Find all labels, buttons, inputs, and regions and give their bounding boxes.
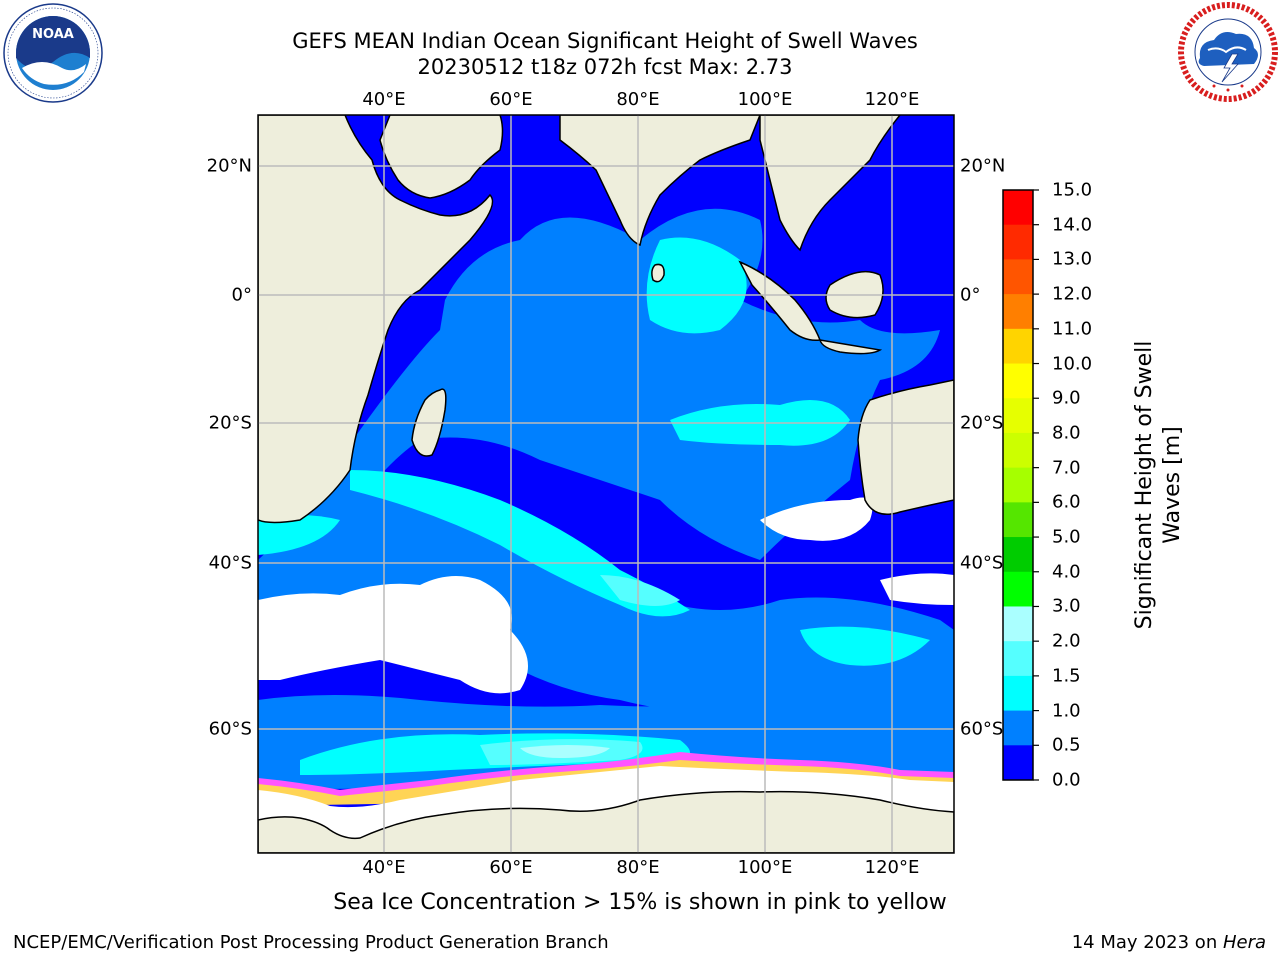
swell-band-0.5-1.0 [300,208,940,590]
colorbar-segment [1003,641,1033,677]
land-australia [857,379,954,515]
lat-label-left: 40°S [208,552,252,574]
colorbar-segment [1003,467,1033,503]
ice-caption: Sea Ice Concentration > 15% is shown in … [333,890,947,915]
masked-area [880,573,954,605]
colorbar-tick-label: 10.0 [1052,353,1093,375]
map-frame [257,114,955,854]
masked-area [760,497,873,541]
noaa-logo: NOAA [3,3,103,103]
colorbar-tick-label: 11.0 [1052,318,1093,340]
lon-label-top: 80°E [616,89,660,110]
lat-label-right: 0° [960,284,981,306]
lon-label-bottom: 120°E [864,857,920,878]
colorbar-tick-label: 0.0 [1052,769,1081,791]
colorbar-segment [1003,502,1033,538]
lat-label-left: 20°N [206,155,252,177]
lat-label-right: 20°S [960,412,1004,434]
lat-label-left: 20°S [208,412,252,434]
colorbar-segment [1003,537,1033,573]
land-antarctica [258,790,954,853]
colorbar-tick-label: 13.0 [1052,248,1093,270]
colorbar-tick-label: 6.0 [1052,491,1081,513]
colorbar-frame [1002,189,1034,781]
colorbar-tick-label: 1.0 [1052,700,1081,722]
land-indochina [759,115,901,252]
land-india [559,115,761,247]
colorbar-segment [1003,294,1033,330]
colorbar-segment [1003,675,1033,712]
nws-logo [1178,2,1278,102]
footer-date: 14 May 2023 on Hera [1072,932,1266,953]
lon-label-top: 40°E [362,89,406,110]
footer-host: Hera [1222,932,1266,953]
colorbar-segment [1003,398,1033,434]
masked-area [258,576,528,694]
lon-label-top: 120°E [864,89,920,110]
colorbar-tick-label: 4.0 [1052,561,1081,583]
colorbar-segment [1003,224,1033,260]
colorbar-tick-label: 0.5 [1052,734,1081,756]
lat-label-left: 0° [231,284,252,306]
swell-band-1.0-1.5 [646,237,747,334]
colorbar-tick-label: 7.0 [1052,457,1081,479]
lon-label-bottom: 40°E [362,857,406,878]
swell-band-1.0-1.5 [800,626,930,666]
lon-label-top: 60°E [489,89,533,110]
colorbar-tick-label: 14.0 [1052,214,1093,236]
colorbar-tick-label: 12.0 [1052,283,1093,305]
land [258,115,954,853]
colorbar-tick-label: 8.0 [1052,422,1081,444]
colorbar-tick-label: 9.0 [1052,387,1081,409]
lon-label-bottom: 80°E [616,857,660,878]
colorbar-segment [1003,432,1033,469]
colorbar-tick-label: 1.5 [1052,665,1081,687]
colorbar [1002,189,1039,781]
lat-label-right: 40°S [960,552,1004,574]
colorbar-segment [1003,606,1033,642]
lat-label-right: 60°S [960,718,1004,740]
land-java [818,339,883,355]
colorbar-segment [1003,710,1033,746]
lat-label-right: 20°N [960,155,1006,177]
colorbar-segment [1003,190,1033,226]
colorbar-segment [1003,328,1033,365]
colorbar-tick-label: 3.0 [1052,595,1081,617]
lon-label-bottom: 60°E [489,857,533,878]
chart-subtitle: 20230512 t18z 072h fcst Max: 2.73 [417,55,793,79]
land-africa [258,115,494,524]
swell-band-1.0-1.5 [258,515,340,555]
colorbar-segment [1003,745,1033,781]
colorbar-tick-label: 5.0 [1052,526,1081,548]
footer-date-text: 14 May 2023 on [1071,932,1223,953]
lon-label-top: 100°E [737,89,793,110]
footer-credit: NCEP/EMC/Verification Post Processing Pr… [13,932,609,953]
colorbar-tick-label: 15.0 [1052,179,1093,201]
colorbar-segment [1003,571,1033,607]
colorbar-tick-label: 2.0 [1052,630,1081,652]
lat-label-left: 60°S [208,718,252,740]
graticule [258,115,954,853]
swell-band-1.5-2.0 [600,575,680,606]
land-srilanka [651,263,665,283]
land-arabia [379,115,504,199]
colorbar-segment [1003,363,1033,399]
noaa-logo-text: NOAA [32,27,74,42]
lon-label-bottom: 100°E [737,857,793,878]
colorbar-segment [1003,259,1033,295]
chart-title: GEFS MEAN Indian Ocean Significant Heigh… [292,29,918,53]
swell-band-2.0-3.0 [520,745,610,758]
colorbar-label: Significant Height of Swell Waves [m] [1132,340,1185,630]
